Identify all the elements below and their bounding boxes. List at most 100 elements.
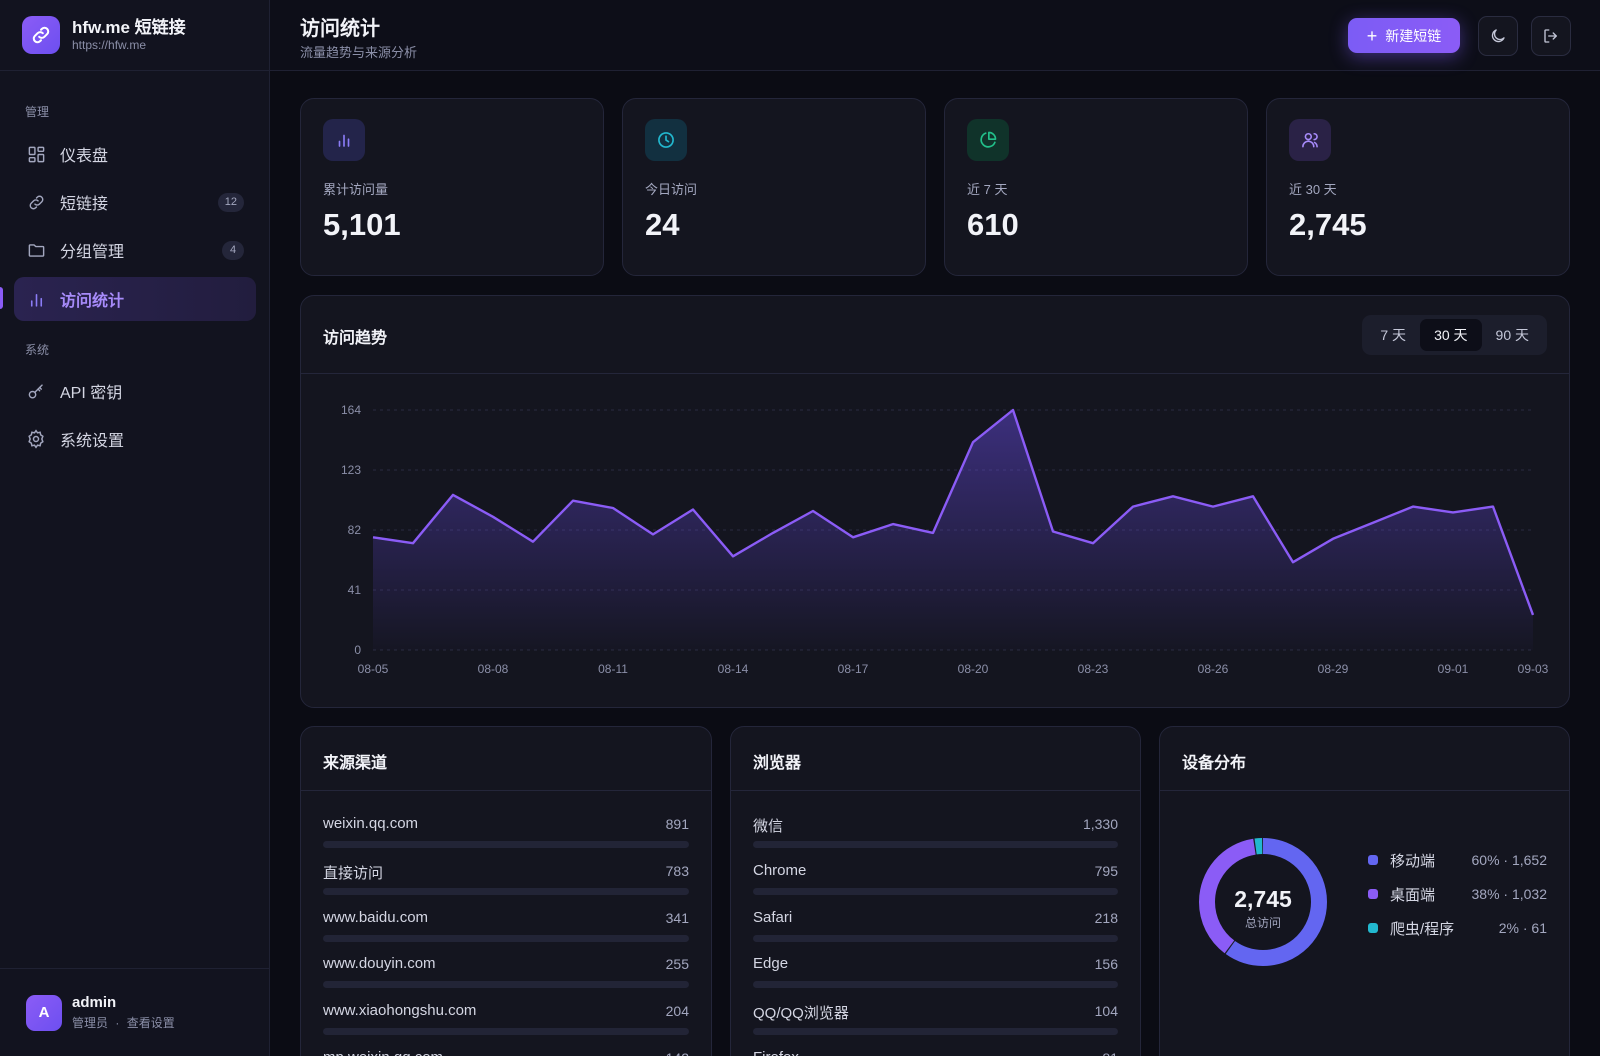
sidebar-item-links[interactable]: 短链接 12	[14, 180, 256, 224]
sidebar-item-dashboard[interactable]: 仪表盘	[14, 132, 256, 176]
list-item: 微信 1,330	[753, 815, 1118, 861]
clock-icon	[645, 119, 687, 161]
folder-icon	[26, 240, 46, 260]
x-tick-label: 08-14	[718, 662, 749, 676]
sidebar-item-label: 系统设置	[60, 433, 125, 450]
list-item-value: 795	[1094, 862, 1118, 879]
trend-point[interactable]	[687, 504, 699, 516]
trend-point[interactable]	[527, 536, 539, 548]
theme-toggle-button[interactable]	[1478, 16, 1518, 56]
brand-url: https://hfw.me	[72, 38, 147, 52]
trend-point[interactable]	[1447, 506, 1459, 518]
trend-point[interactable]	[887, 518, 899, 530]
dashboard-icon	[26, 144, 46, 164]
legend-value: 2% · 61	[1498, 920, 1547, 936]
trend-point[interactable]	[1207, 501, 1219, 513]
y-tick-label: 0	[354, 643, 361, 657]
trend-point[interactable]	[1287, 556, 1299, 568]
trend-point[interactable]	[407, 537, 419, 549]
list-item-label: QQ/QQ浏览器	[753, 1005, 849, 1023]
sidebar-item-stats[interactable]: 访问统计	[14, 277, 256, 321]
logout-button[interactable]	[1531, 16, 1571, 56]
devices-title: 设备分布	[1182, 755, 1247, 772]
trend-point[interactable]	[447, 489, 459, 501]
browsers-title: 浏览器	[753, 755, 802, 772]
x-tick-label: 08-11	[598, 662, 628, 676]
donut-slice[interactable]	[1199, 838, 1327, 966]
list-item: mp.weixin.qq.com 142	[323, 1049, 689, 1056]
list-item-label: www.xiaohongshu.com	[323, 1002, 477, 1020]
range-30-days[interactable]: 30 天	[1420, 319, 1482, 351]
stat-value: 5,101	[323, 207, 401, 242]
trend-point[interactable]	[1487, 501, 1499, 513]
trend-point[interactable]	[647, 528, 659, 540]
sidebar: hfw.me 短链接 https://hfw.me 管理 仪表盘 短链接 12 …	[0, 0, 270, 1056]
trend-point[interactable]	[927, 527, 939, 539]
trend-point[interactable]	[607, 502, 619, 514]
new-link-button[interactable]: + 新建短链	[1348, 18, 1460, 53]
sidebar-item-settings[interactable]: 系统设置	[14, 417, 256, 461]
list-item: www.baidu.com 341	[323, 909, 689, 955]
trend-point[interactable]	[1367, 517, 1379, 529]
sidebar-item-api-keys[interactable]: API 密钥	[14, 369, 256, 413]
list-item: Edge 156	[753, 955, 1118, 1001]
trend-point[interactable]	[967, 436, 979, 448]
trend-point[interactable]	[1127, 501, 1139, 513]
legend-swatch	[1368, 889, 1378, 899]
list-item: www.xiaohongshu.com 204	[323, 1002, 689, 1048]
user-profile[interactable]: A admin 管理员 · 查看设置	[0, 968, 270, 1056]
range-7-days[interactable]: 7 天	[1380, 327, 1407, 343]
separator: ·	[115, 1016, 120, 1030]
range-90-days[interactable]: 90 天	[1495, 327, 1529, 343]
stat-card-total: 累计访问量 5,101	[300, 98, 604, 276]
page-title: 访问统计	[300, 18, 380, 40]
trend-point[interactable]	[367, 531, 379, 543]
link-count-badge: 12	[217, 193, 244, 212]
trend-point[interactable]	[487, 511, 499, 523]
donut-slice[interactable]	[1199, 838, 1327, 966]
trend-point[interactable]	[1087, 537, 1099, 549]
sources-title: 来源渠道	[323, 755, 388, 772]
brand[interactable]: hfw.me 短链接 https://hfw.me	[0, 0, 269, 71]
list-item-label: Edge	[753, 955, 789, 973]
sidebar-item-groups[interactable]: 分组管理 4	[14, 228, 256, 272]
trend-point[interactable]	[1327, 533, 1339, 545]
list-item: weixin.qq.com 891	[323, 815, 689, 861]
list-item-value: 156	[1094, 956, 1118, 973]
trend-point[interactable]	[807, 505, 819, 517]
progress-track	[323, 841, 689, 848]
x-tick-label: 08-20	[958, 662, 989, 676]
donut-total: 2,745	[1234, 886, 1292, 912]
progress-track	[753, 981, 1118, 989]
trend-point[interactable]	[767, 527, 779, 539]
trend-point[interactable]	[1527, 609, 1539, 621]
trend-point[interactable]	[1167, 490, 1179, 502]
view-settings-link[interactable]: 查看设置	[126, 1016, 175, 1030]
progress-track	[753, 1028, 1118, 1036]
list-item-value: 341	[665, 909, 689, 926]
trend-point[interactable]	[1407, 501, 1419, 513]
x-tick-label: 08-29	[1318, 662, 1349, 676]
trend-point[interactable]	[1247, 490, 1259, 502]
progress-track	[753, 841, 1118, 848]
active-indicator	[0, 287, 3, 309]
trend-point[interactable]	[1047, 525, 1059, 537]
list-item-value: 142	[666, 1050, 689, 1056]
list-item-label: weixin.qq.com	[323, 815, 419, 832]
trend-point[interactable]	[567, 495, 579, 507]
list-item: www.douyin.com 255	[323, 955, 689, 1001]
trend-point[interactable]	[847, 531, 859, 543]
brand-name: hfw.me 短链接	[72, 18, 186, 37]
sidebar-item-label: 分组管理	[60, 244, 125, 261]
list-item: Firefox 81	[753, 1049, 1118, 1056]
trend-point[interactable]	[1007, 404, 1019, 416]
stat-card-7days: 近 7 天 610	[944, 98, 1248, 276]
legend-value: 60% · 1,652	[1471, 852, 1548, 868]
list-item-label: Firefox	[753, 1049, 799, 1056]
x-tick-label: 08-08	[478, 662, 509, 676]
progress-track	[323, 981, 689, 989]
bar-chart-icon	[323, 119, 365, 161]
trend-point[interactable]	[727, 550, 739, 562]
avatar: A	[26, 994, 62, 1031]
legend-swatch	[1368, 923, 1378, 933]
